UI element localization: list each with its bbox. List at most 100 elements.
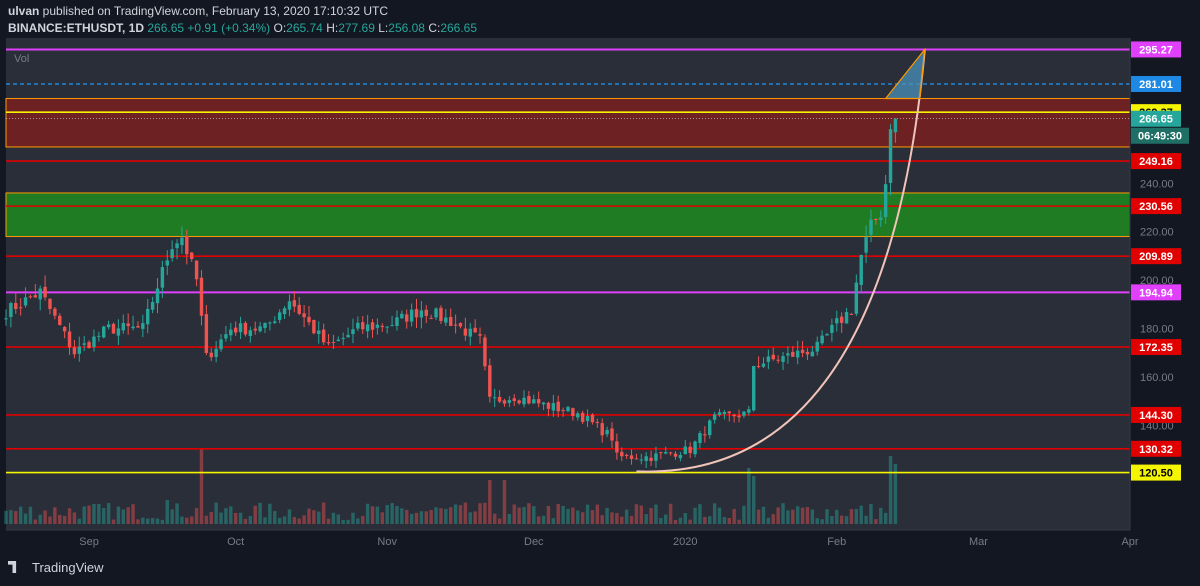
price-label-box [1131, 406, 1181, 423]
price-change: +0.91 (+0.34%) [187, 21, 271, 35]
candle-body [854, 282, 859, 314]
ohlc-line: BINANCE:ETHUSDT, 1D 266.65 +0.91 (+0.34%… [8, 21, 477, 35]
volume-bar [693, 507, 697, 524]
volume-bar [106, 503, 111, 524]
volume-bar [390, 503, 394, 524]
candle-body [370, 322, 375, 330]
candle-body [106, 324, 111, 328]
candle-body [82, 343, 86, 345]
volume-bar [478, 503, 482, 524]
volume-bar [307, 508, 311, 524]
candle-body [38, 288, 42, 300]
volume-bar [351, 512, 355, 524]
price-label: 144.30 [1139, 410, 1173, 422]
candle-body [673, 453, 678, 457]
candle-body [62, 327, 67, 332]
candle-body [888, 129, 893, 183]
candle-body [620, 451, 624, 457]
volume-bar [791, 509, 795, 524]
volume-bar [4, 510, 8, 524]
volume-bar [732, 508, 736, 524]
tradingview-brand[interactable]: TradingView [8, 560, 104, 575]
volume-indicator-label[interactable]: Vol [14, 53, 29, 65]
low-value: 256.08 [388, 21, 425, 35]
candle-body [756, 366, 761, 368]
publish-line: ulvan published on TradingView.com, Febr… [8, 4, 388, 18]
volume-bar [189, 516, 194, 524]
candle-body [233, 327, 238, 333]
volume-bar [97, 503, 101, 524]
volume-bar [185, 517, 189, 524]
candle-body [566, 406, 570, 412]
candle-body [644, 456, 648, 461]
candle-body [844, 312, 849, 324]
volume-bar [43, 510, 47, 524]
volume-bar [737, 519, 741, 524]
high-value: 277.69 [338, 21, 375, 35]
volume-bar [233, 513, 238, 524]
open-label: O: [273, 21, 287, 35]
candle-body [502, 400, 507, 404]
candle-body [527, 395, 531, 404]
candle-body [277, 312, 282, 320]
candle-body [146, 308, 150, 325]
candle-body [33, 295, 38, 298]
volume-bar [649, 507, 653, 524]
price-label: 130.32 [1139, 444, 1173, 456]
close-value: 266.65 [440, 21, 478, 35]
price-label: 209.89 [1139, 251, 1173, 263]
candle-body [629, 455, 634, 459]
candle-body [253, 328, 257, 331]
price-label: 120.50 [1139, 468, 1173, 480]
candle-body [361, 322, 365, 330]
volume-bar [747, 468, 751, 524]
candle-body [815, 341, 819, 352]
volume-bar [82, 506, 86, 524]
candle-body [199, 277, 204, 316]
candle-body [536, 399, 541, 404]
candle-body [18, 307, 23, 309]
candle-body [219, 339, 223, 350]
volume-bar [722, 516, 727, 524]
candle-body [453, 324, 458, 326]
candle-body [160, 267, 165, 288]
candle-body [576, 413, 580, 418]
candle-body [307, 316, 311, 323]
volume-bar [756, 509, 761, 524]
author-name[interactable]: ulvan [8, 4, 40, 18]
price-chart[interactable]: 120.00140.00160.00180.00200.00220.00240.… [0, 38, 1200, 552]
candle-body [248, 330, 253, 336]
candle-body [434, 308, 438, 318]
volume-bar [879, 507, 883, 524]
candle-body [600, 423, 604, 436]
candle-body [595, 422, 600, 424]
volume-bar [664, 514, 668, 524]
symbol-label[interactable]: BINANCE:ETHUSDT, 1D [8, 21, 145, 35]
candle-body [810, 351, 815, 357]
volume-bar [668, 503, 673, 524]
volume-bar [786, 510, 790, 524]
candle-body [776, 359, 780, 361]
candle-body [131, 326, 135, 329]
volume-bar [209, 511, 213, 524]
candle-body [214, 348, 218, 358]
candle-body [468, 328, 472, 337]
volume-bar [561, 505, 565, 524]
volume-bar [146, 518, 150, 524]
volume-bar [849, 509, 854, 524]
volume-bar [424, 511, 428, 524]
volume-bar [111, 519, 116, 524]
candlesticks [4, 118, 898, 468]
volume-bar [698, 504, 702, 524]
volume-bar [463, 502, 468, 524]
volume-bar [370, 506, 375, 524]
tradingview-logo-icon [8, 561, 17, 573]
candle-body [830, 324, 834, 333]
price-label: 172.35 [1139, 342, 1173, 354]
volume-bar [204, 515, 209, 524]
candle-body [874, 219, 878, 221]
volume-bar [375, 506, 380, 524]
candle-body [424, 309, 428, 316]
volume-bar [126, 507, 130, 524]
candle-body [121, 322, 125, 331]
